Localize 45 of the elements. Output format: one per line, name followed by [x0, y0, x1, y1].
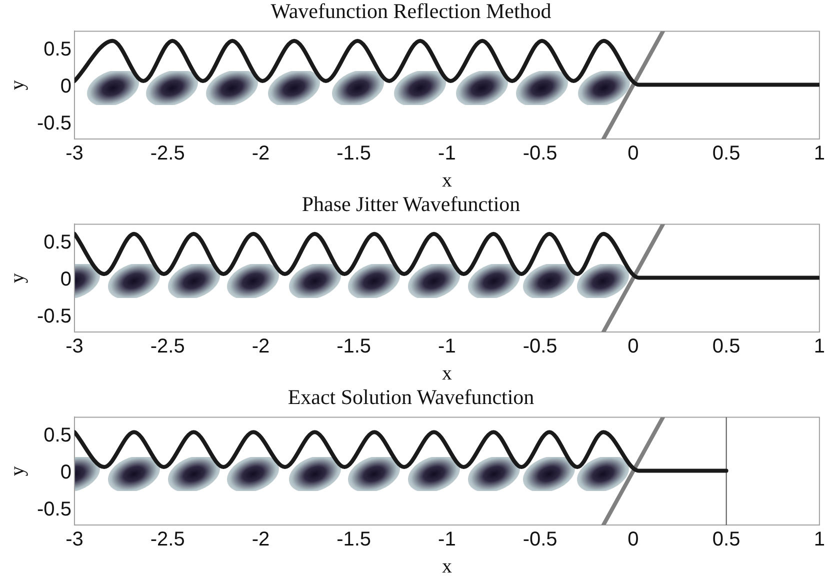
- x-tick-label: 0: [628, 142, 639, 165]
- y-tick-label: 0.5: [44, 231, 72, 254]
- x-tick-label: -1: [438, 528, 456, 551]
- y-tick-label: -0.5: [36, 306, 72, 328]
- y-axis-title: y: [6, 273, 28, 284]
- x-tick-label: 0.5: [712, 142, 740, 165]
- x-tick-label: 0.5: [712, 336, 740, 358]
- x-tick-label: 1: [814, 142, 825, 165]
- chart-title: Phase Jitter Wavefunction: [302, 192, 521, 216]
- x-tick-label: -2.5: [150, 142, 185, 165]
- y-axis-title: y: [6, 80, 28, 90]
- x-axis-title: x: [442, 362, 452, 384]
- x-tick-label: -3: [66, 142, 84, 165]
- x-tick-label: 0: [628, 528, 639, 551]
- x-tick-label: -2.5: [150, 528, 185, 551]
- x-tick-label: 0.5: [712, 528, 740, 551]
- x-tick-label: -0.5: [522, 142, 558, 165]
- y-tick-label: -0.5: [36, 498, 72, 521]
- x-tick-label: 1: [814, 528, 825, 551]
- y-tick-label: -0.5: [36, 112, 72, 135]
- y-tick-label: 0.5: [44, 38, 72, 60]
- x-tick-label: -2: [252, 142, 270, 165]
- x-tick-label: 0: [628, 336, 639, 358]
- x-tick-label: -3: [66, 336, 84, 358]
- y-tick-label: 0.5: [44, 424, 72, 446]
- x-tick-label: -0.5: [522, 336, 558, 358]
- x-tick-label: -2.5: [150, 336, 185, 358]
- x-tick-label: -0.5: [522, 528, 558, 551]
- x-tick-label: -1: [438, 142, 456, 165]
- x-tick-label: 1: [814, 336, 825, 358]
- x-tick-label: -2: [252, 336, 270, 358]
- x-tick-label: -1.5: [336, 142, 372, 165]
- x-axis-title: x: [442, 169, 452, 192]
- x-tick-label: -3: [66, 528, 84, 551]
- x-axis-title: x: [442, 555, 452, 578]
- y-tick-label: 0: [60, 461, 72, 484]
- y-axis-title: y: [6, 466, 28, 476]
- x-tick-label: -1.5: [336, 336, 372, 358]
- x-tick-label: -1.5: [336, 528, 372, 551]
- chart-title: Exact Solution Wavefunction: [288, 385, 535, 410]
- chart-title: Wavefunction Reflection Method: [270, 0, 552, 24]
- y-tick-label: 0: [60, 268, 72, 290]
- x-tick-label: -1: [438, 336, 456, 358]
- y-tick-label: 0: [60, 75, 72, 98]
- x-tick-label: -2: [252, 528, 270, 551]
